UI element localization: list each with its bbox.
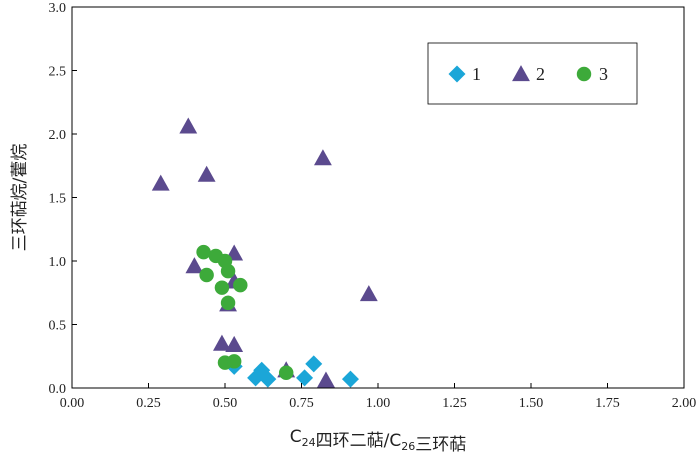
y-tick-label: 1.5 (49, 192, 67, 207)
x-tick-label: 0.25 (136, 396, 161, 411)
legend-marker-2 (512, 65, 530, 82)
x-tick-label: 0.50 (213, 396, 238, 411)
series-1-point (296, 369, 314, 387)
y-tick-label: 3.0 (49, 1, 67, 16)
legend-marker-1 (448, 65, 466, 83)
series-3-point (214, 280, 230, 295)
y-tick-label: 2.5 (49, 65, 67, 80)
series-3-point (199, 267, 214, 283)
series-2-point (225, 335, 244, 352)
axis-ticks: 0.00 0.25 0.50 0.75 1.00 1.25 1.50 1.75 2.00 0.0 0… (49, 1, 697, 411)
series-1-point (341, 370, 359, 388)
data-points (151, 117, 378, 388)
series-3-point (220, 263, 236, 279)
legend-label-1: 1 (472, 64, 481, 84)
y-tick-label: 1.0 (49, 255, 67, 270)
series-2-point (197, 165, 216, 182)
series-1-point (259, 370, 277, 388)
legend: 1 2 3 (427, 42, 638, 105)
series-2-point (179, 117, 198, 134)
x-tick-label: 1.75 (595, 396, 620, 411)
x-tick-label: 0.75 (289, 396, 314, 411)
y-tick-label: 0.0 (49, 382, 67, 397)
y-axis-title: 三环萜烷/藿烷 (10, 144, 30, 252)
y-tick-label: 2.0 (49, 128, 67, 143)
series-3-point (233, 277, 248, 293)
series-2-point (313, 149, 332, 166)
x-tick-label: 1.50 (519, 396, 544, 411)
series-3-point (226, 354, 242, 369)
series-3-point (196, 244, 211, 260)
legend-label-2: 2 (536, 64, 545, 84)
series-2-point (213, 334, 231, 351)
series-2-point (317, 371, 335, 388)
series-1-point (305, 355, 323, 373)
y-tick-label: 0.5 (49, 319, 67, 334)
legend-label-3: 3 (599, 64, 608, 84)
series-3-point (220, 295, 236, 311)
series-2-point (151, 174, 170, 191)
x-axis-title: C24四环二萜/C26三环萜 (290, 427, 466, 454)
x-tick-label: 1.00 (366, 396, 391, 411)
legend-marker-3 (576, 66, 592, 82)
x-tick-label: 0.00 (60, 396, 85, 411)
series-2-point (185, 257, 204, 274)
series-3-point (278, 365, 294, 380)
x-tick-label: 2.00 (672, 396, 697, 411)
x-tick-label: 1.25 (442, 396, 467, 411)
series-2-point (359, 285, 378, 302)
